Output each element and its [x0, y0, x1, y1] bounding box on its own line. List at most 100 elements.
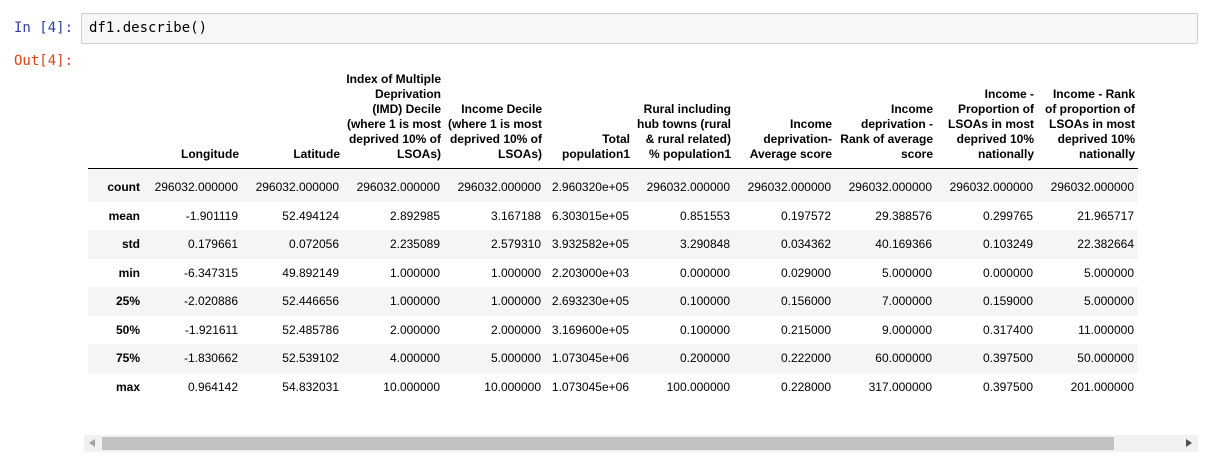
- table-row: min -6.347315 49.892149 1.000000 1.000000 2.2…: [88, 259, 1138, 288]
- output-area: Longitude Latitude Index of Multiple Dep…: [81, 65, 1198, 455]
- triangle-left-icon: [89, 439, 95, 447]
- column-header: Income - Rank of proportion of LSOAs in …: [1037, 72, 1138, 169]
- horizontal-scrollbar[interactable]: [84, 435, 1198, 452]
- table-cell: 52.446656: [282, 294, 339, 309]
- row-label: min: [118, 265, 140, 280]
- table-cell: 0.000000: [982, 265, 1033, 280]
- index-header: [88, 72, 144, 169]
- column-header: Longitude: [144, 72, 242, 169]
- table-cell: 1.000000: [389, 294, 440, 309]
- table-body: count 296032.000000 296032.000000 296032.00…: [88, 168, 1138, 402]
- table-cell: 296032.000000: [457, 180, 541, 195]
- table-cell: 11.000000: [1078, 322, 1134, 337]
- table-cell: 2.235089: [389, 237, 440, 252]
- table-cell: 0.317400: [982, 322, 1033, 337]
- table-cell: 0.299765: [982, 208, 1033, 223]
- table-cell: 0.159000: [982, 294, 1033, 309]
- table-row: 75% -1.830662 52.539102 4.000000 5.000000 1.0…: [88, 344, 1138, 373]
- describe-table: Longitude Latitude Index of Multiple Dep…: [88, 72, 1138, 401]
- table-row: 25% -2.020886 52.446656 1.000000 1.000000 2.6…: [88, 287, 1138, 316]
- table-cell: 100.000000: [666, 379, 730, 394]
- table-cell: 0.072056: [288, 237, 339, 252]
- table-cell: 5.000000: [1083, 294, 1134, 309]
- table-cell: 296032.000000: [255, 180, 339, 195]
- table-cell: 52.539102: [282, 351, 339, 366]
- table-cell: 0.964142: [187, 379, 238, 394]
- table-cell: 54.832031: [282, 379, 339, 394]
- table-cell: 60.000000: [875, 351, 932, 366]
- table-cell: 2.892985: [389, 208, 440, 223]
- output-prompt: Out[4]:: [14, 53, 74, 69]
- code-input-cell[interactable]: df1.describe(): [81, 13, 1198, 44]
- table-cell: 0.228000: [780, 379, 831, 394]
- column-header: Income Decile (where 1 is most deprived …: [444, 72, 545, 169]
- table-header-row: Longitude Latitude Index of Multiple Dep…: [88, 72, 1138, 169]
- row-label: std: [122, 237, 140, 252]
- table-cell: 40.169366: [875, 237, 932, 252]
- table-cell: -2.020886: [183, 294, 238, 309]
- table-cell: 2.000000: [490, 322, 541, 337]
- table-cell: 296032.000000: [154, 180, 238, 195]
- table-cell: 1.000000: [490, 265, 541, 280]
- table-cell: 29.388576: [875, 208, 932, 223]
- table-cell: 296032.000000: [646, 180, 730, 195]
- table-cell: -1.830662: [183, 351, 238, 366]
- table-row: count 296032.000000 296032.000000 296032.00…: [88, 168, 1138, 202]
- table-cell: 3.167188: [490, 208, 541, 223]
- table-cell: 317.000000: [868, 379, 932, 394]
- table-cell: 0.851553: [679, 208, 730, 223]
- table-cell: 5.000000: [881, 265, 932, 280]
- table-cell: 2.960320e+05: [551, 180, 629, 195]
- column-header: Total population1: [545, 72, 633, 169]
- table-cell: 1.073045e+06: [551, 351, 629, 366]
- table-cell: 296032.000000: [848, 180, 932, 195]
- table-cell: 21.965717: [1077, 208, 1134, 223]
- input-prompt: In [4]:: [14, 20, 74, 36]
- table-cell: 1.000000: [389, 265, 440, 280]
- row-label: 25%: [115, 294, 140, 309]
- row-label: 75%: [115, 351, 140, 366]
- table-cell: 201.000000: [1070, 379, 1134, 394]
- table-cell: 49.892149: [282, 265, 339, 280]
- table-row: std 0.179661 0.072056 2.235089 2.579310 3.932…: [88, 230, 1138, 259]
- column-header: Income deprivation-Average score: [734, 72, 835, 169]
- table-cell: 4.000000: [389, 351, 440, 366]
- scroll-right-button[interactable]: [1181, 435, 1198, 452]
- table-cell: 2.693230e+05: [551, 294, 629, 309]
- table-cell: 0.397500: [982, 379, 1033, 394]
- table-cell: 1.073045e+06: [551, 379, 629, 394]
- table-cell: 22.382664: [1077, 237, 1134, 252]
- table-cell: 2.579310: [490, 237, 541, 252]
- column-header: Rural including hub towns (rural & rural…: [633, 72, 734, 169]
- table-cell: 7.000000: [881, 294, 932, 309]
- table-cell: 0.179661: [187, 237, 238, 252]
- scroll-left-button[interactable]: [84, 435, 101, 452]
- table-cell: 0.100000: [679, 294, 730, 309]
- table-cell: 52.494124: [282, 208, 339, 223]
- table-cell: 2.000000: [389, 322, 440, 337]
- row-label: 50%: [115, 322, 140, 337]
- code-text: df1.describe(): [89, 20, 208, 36]
- table-cell: 2.203000e+03: [551, 265, 629, 280]
- row-label: count: [107, 180, 140, 195]
- table-cell: -1.921611: [184, 322, 238, 337]
- table-cell: 0.100000: [679, 322, 730, 337]
- table-cell: 0.103249: [982, 237, 1033, 252]
- column-header: Index of Multiple Deprivation (IMD) Deci…: [343, 72, 444, 169]
- table-cell: 9.000000: [881, 322, 932, 337]
- table-cell: 0.034362: [780, 237, 831, 252]
- scrollbar-thumb[interactable]: [102, 437, 1114, 450]
- row-label: mean: [108, 208, 140, 223]
- table-cell: 0.222000: [780, 351, 831, 366]
- triangle-right-icon: [1186, 439, 1192, 447]
- table-row: 50% -1.921611 52.485786 2.000000 2.000000 3.1…: [88, 316, 1138, 345]
- table-cell: 0.029000: [780, 265, 831, 280]
- table-cell: 5.000000: [490, 351, 541, 366]
- table-cell: 296032.000000: [747, 180, 831, 195]
- table-row: max 0.964142 54.832031 10.000000 10.000000 1.…: [88, 373, 1138, 402]
- table-cell: 0.397500: [982, 351, 1033, 366]
- table-cell: 10.000000: [383, 379, 440, 394]
- table-cell: 1.000000: [490, 294, 541, 309]
- table-cell: 3.290848: [679, 237, 730, 252]
- table-cell: 52.485786: [282, 322, 339, 337]
